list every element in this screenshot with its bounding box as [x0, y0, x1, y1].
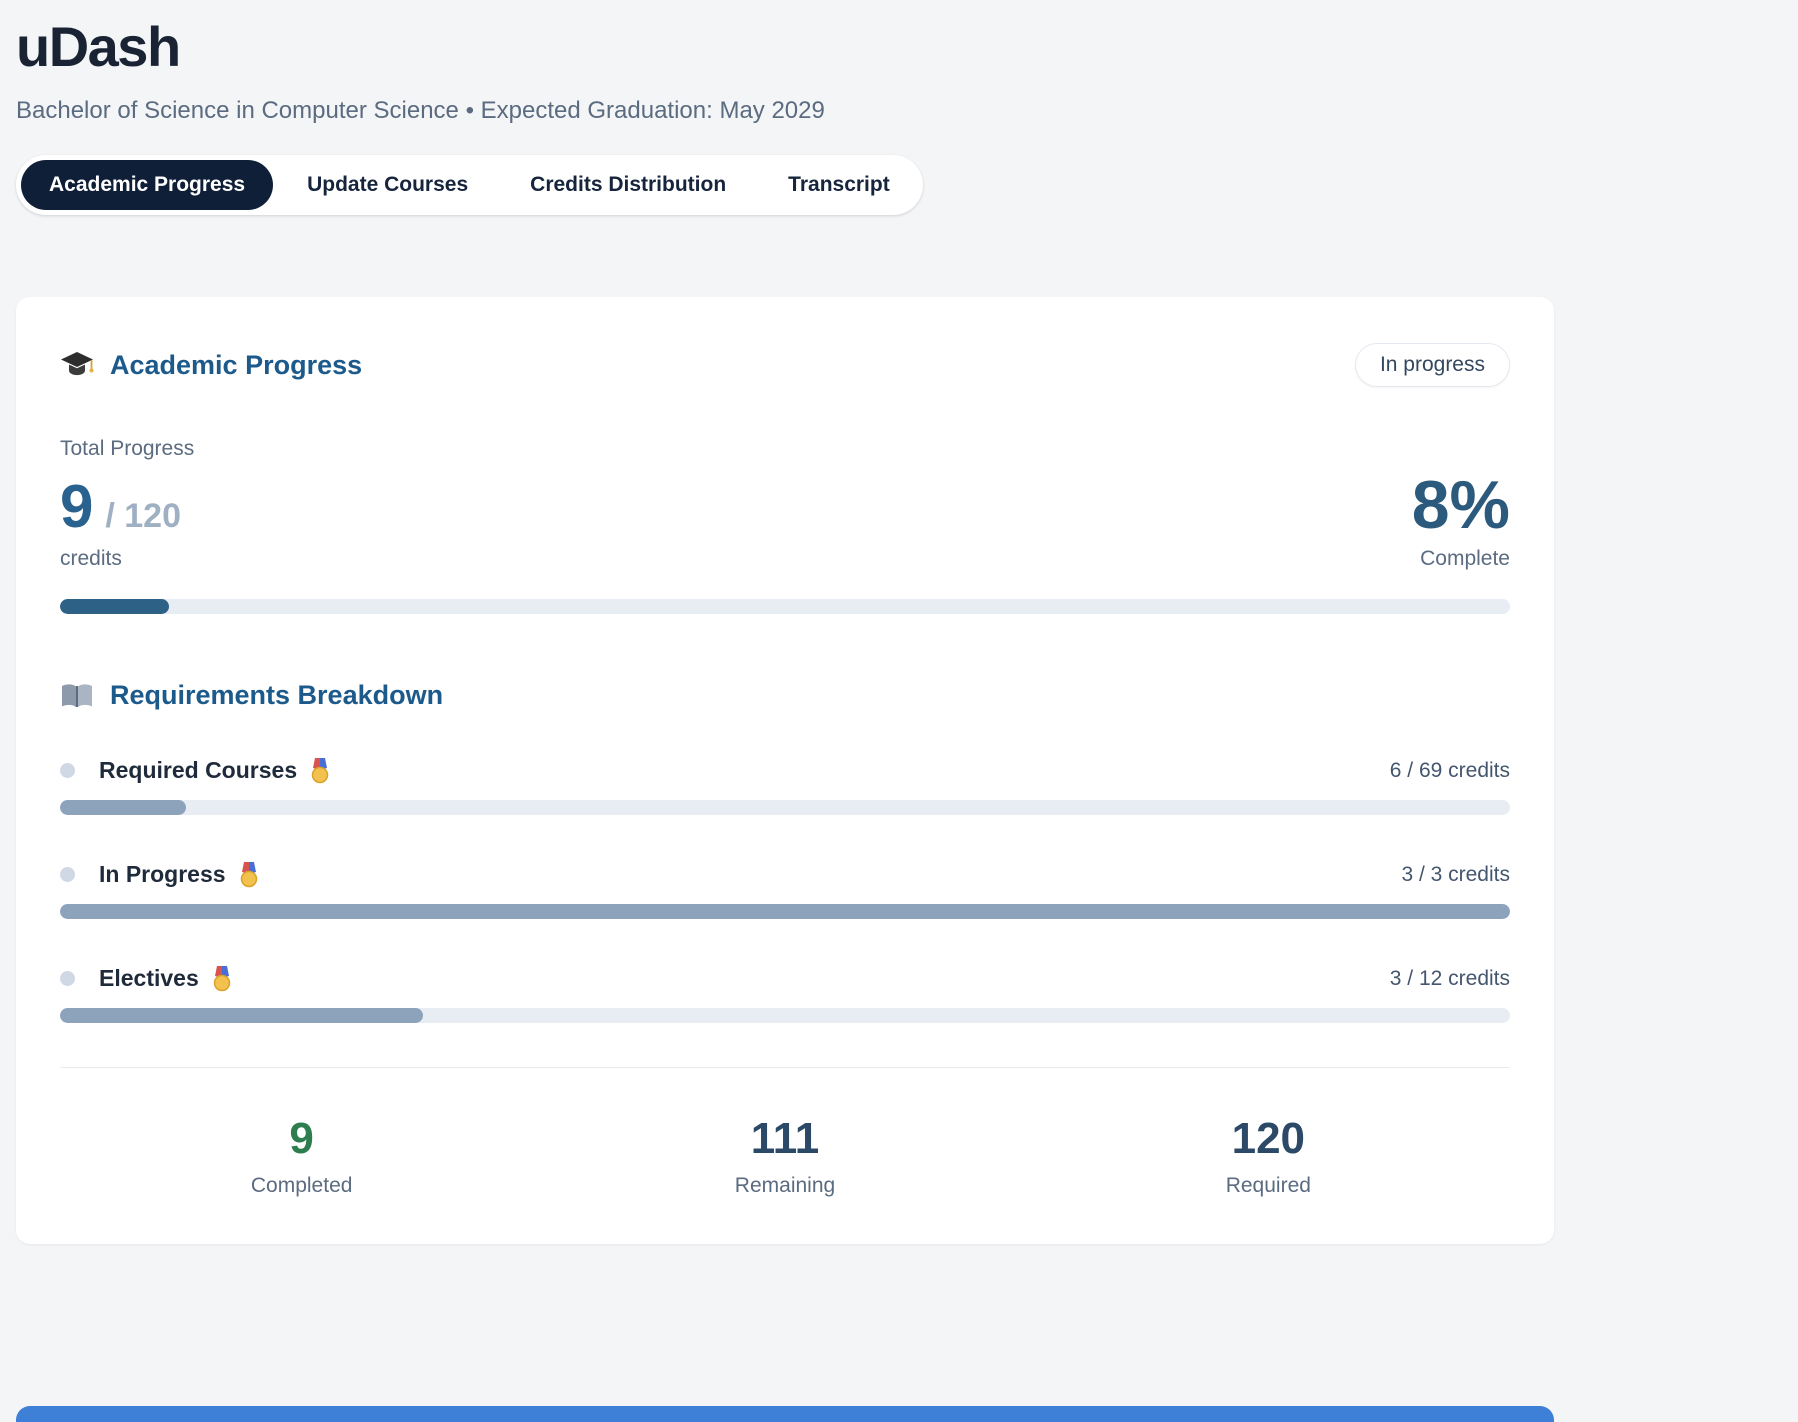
stat-remaining-value: 111 [750, 1114, 820, 1163]
requirement-label: Electives [99, 965, 199, 991]
medal-icon [213, 965, 231, 992]
requirements-header: Requirements Breakdown [60, 680, 1510, 711]
percent-complete-caption: Complete [1420, 547, 1510, 570]
requirement-row-electives: Electives 3 / 12 credits [60, 965, 1510, 1023]
status-badge: In progress [1354, 343, 1510, 387]
progress-numbers: 9 / 120 credits 8% Complete [60, 471, 1510, 571]
bullet-dot [60, 763, 75, 778]
bullet-dot [60, 971, 75, 986]
percent-complete-value: 8% [1411, 467, 1510, 543]
total-progress-label: Total Progress [60, 437, 195, 460]
total-progress-bar-fill [60, 599, 169, 614]
tab-academic-progress[interactable]: Academic Progress [21, 160, 274, 210]
bullet-dot [60, 867, 75, 882]
card-header: Academic Progress In progress [60, 343, 1510, 387]
academic-progress-card: Academic Progress In progress Total Prog… [16, 297, 1554, 1244]
requirement-credits: 3 / 3 credits [1401, 862, 1510, 886]
requirement-credits: 6 / 69 credits [1389, 758, 1510, 782]
requirement-label: In Progress [99, 861, 226, 887]
summary-stats: 9 Completed 111 Remaining 120 Required [60, 1114, 1510, 1198]
total-progress-bar [60, 599, 1510, 614]
requirement-bar [60, 800, 1510, 815]
stat-completed-label: Completed [250, 1174, 353, 1197]
program-subtitle: Bachelor of Science in Computer Science … [16, 97, 825, 124]
requirement-row-in-progress: In Progress 3 / 3 credits [60, 861, 1510, 919]
requirement-label: Required Courses [99, 757, 298, 783]
requirement-row-required-courses: Required Courses 6 / 69 credits [60, 757, 1510, 815]
tab-update-courses[interactable]: Update Courses [279, 160, 496, 210]
tab-transcript[interactable]: Transcript [760, 160, 918, 210]
stat-remaining-label: Remaining [734, 1174, 836, 1197]
requirement-bar-fill [60, 1008, 423, 1023]
requirement-credits: 3 / 12 credits [1389, 966, 1510, 990]
stat-required-value: 120 [1231, 1114, 1306, 1163]
dashboard-page: uDash Bachelor of Science in Computer Sc… [16, 15, 1554, 1244]
requirement-bar [60, 1008, 1510, 1023]
app-title: uDash [16, 15, 181, 78]
open-book-icon [60, 682, 94, 710]
credits-unit-label: credits [60, 547, 122, 570]
stat-completed-value: 9 [289, 1114, 314, 1163]
stat-remaining: 111 Remaining [543, 1114, 1026, 1198]
next-section-top-edge [16, 1406, 1554, 1422]
medal-icon [311, 757, 329, 784]
tab-credits-distribution[interactable]: Credits Distribution [502, 160, 754, 210]
card-title: Academic Progress [110, 349, 363, 380]
stat-completed: 9 Completed [60, 1114, 543, 1198]
credits-completed-value: 9 [60, 473, 94, 540]
credits-total-value: / 120 [105, 497, 181, 535]
graduation-cap-icon [60, 350, 94, 380]
requirements-title: Requirements Breakdown [110, 680, 444, 710]
stat-required: 120 Required [1027, 1114, 1510, 1198]
tab-bar: Academic Progress Update Courses Credits… [16, 155, 923, 215]
stat-required-label: Required [1225, 1174, 1311, 1197]
medal-icon [240, 861, 258, 888]
requirement-bar-fill [60, 904, 1510, 919]
divider [60, 1067, 1510, 1068]
requirement-bar [60, 904, 1510, 919]
requirement-bar-fill [60, 800, 187, 815]
